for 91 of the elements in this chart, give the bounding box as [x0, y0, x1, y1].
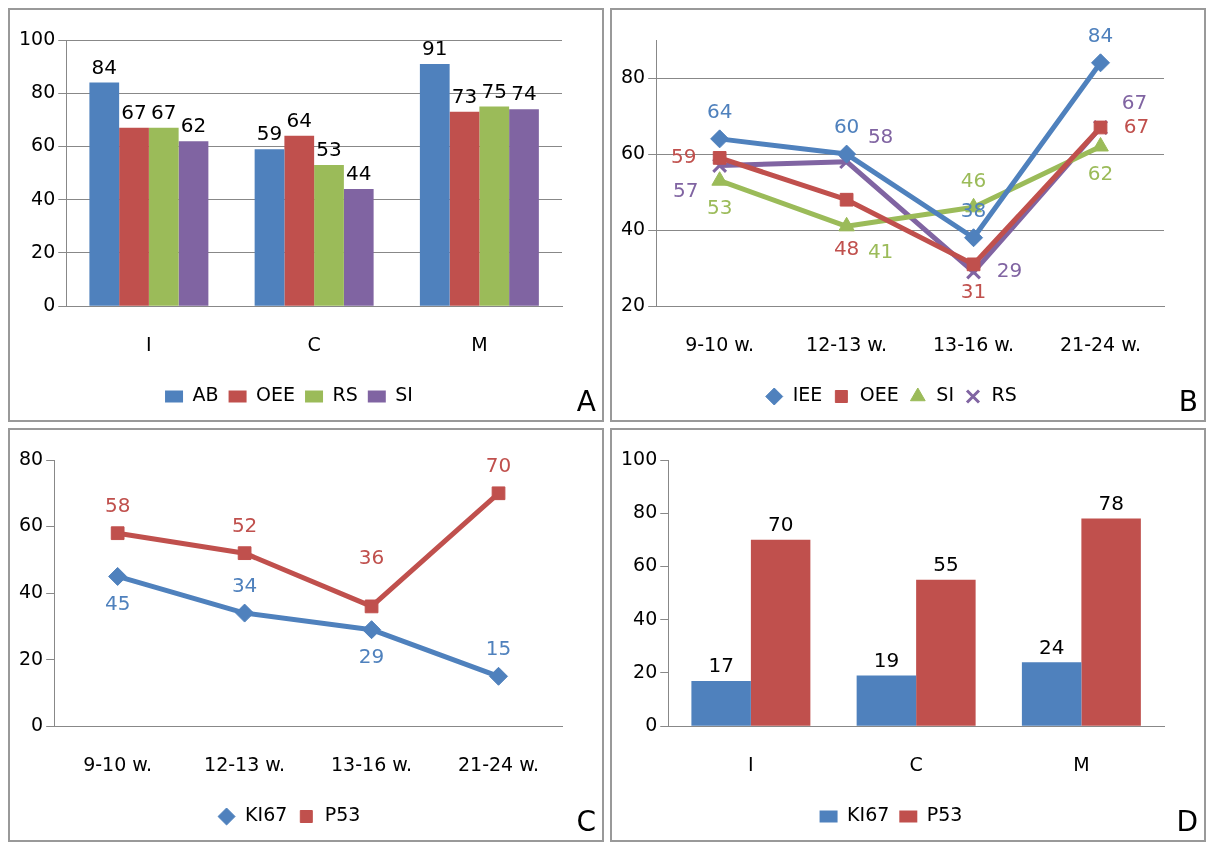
data-label: 15 [485, 636, 512, 661]
data-label: 17 [708, 653, 734, 678]
data-label: 62 [1087, 160, 1114, 185]
legend-label: KI67 [245, 803, 288, 826]
data-label: 34 [231, 573, 258, 598]
data-label: 64 [286, 108, 312, 133]
data-label: 84 [91, 54, 117, 79]
data-label: 84 [1087, 23, 1114, 48]
data-label: 31 [960, 278, 987, 303]
data-label: 73 [451, 84, 478, 109]
data-label: 53 [706, 194, 733, 219]
y-tick-label: 20 [18, 646, 44, 669]
x-tick-label: M [471, 332, 488, 355]
data-label: 19 [873, 647, 900, 672]
x-tick-label: 9-10 w. [685, 332, 755, 355]
data-label: 67 [1123, 113, 1150, 138]
x-tick-label: 21-24 w. [457, 752, 540, 775]
data-label: 60 [833, 114, 860, 139]
data-label: 70 [767, 512, 794, 537]
y-tick-label: 100 [19, 26, 56, 49]
y-tick-label: 20 [31, 239, 56, 262]
data-label: 58 [867, 123, 894, 148]
y-tick-label: 0 [645, 713, 658, 736]
data-label: 48 [833, 235, 860, 260]
data-label: 91 [422, 36, 448, 61]
x-tick-label: I [146, 332, 152, 355]
data-label: 46 [960, 167, 987, 192]
x-tick-label: C [307, 332, 321, 355]
y-tick-label: 60 [633, 553, 658, 576]
x-tick-label: I [748, 752, 754, 775]
data-label: 67 [1121, 89, 1148, 114]
legend-label: IEE [792, 383, 823, 406]
data-label: 44 [346, 161, 372, 186]
x-tick-label: C [909, 752, 923, 775]
y-tick-label: 60 [18, 513, 44, 536]
data-label: 58 [104, 493, 131, 518]
y-tick-label: 0 [43, 293, 56, 316]
x-tick-label: 13-16 w. [933, 332, 1015, 355]
data-label: 29 [996, 258, 1023, 283]
y-tick-label: 60 [620, 141, 646, 164]
text: A [576, 385, 596, 418]
legend-label: RS [332, 383, 358, 406]
data-label: 67 [121, 100, 147, 125]
legend-label: OEE [859, 383, 899, 406]
x-tick-label: 12-13 w. [204, 752, 286, 775]
text: B [1178, 385, 1198, 418]
legend-label: OEE [256, 383, 296, 406]
data-label: 41 [867, 238, 894, 263]
text: D [1176, 805, 1198, 838]
data-label: 57 [672, 177, 699, 202]
y-tick-label: 80 [633, 500, 658, 523]
data-label: 70 [485, 453, 512, 478]
data-label: 64 [706, 99, 733, 124]
legend-label: P53 [926, 803, 963, 826]
data-label: 67 [151, 100, 177, 125]
data-label: 52 [231, 513, 258, 538]
y-tick-label: 60 [31, 133, 56, 156]
data-label: 59 [256, 121, 283, 146]
y-tick-label: 0 [31, 713, 44, 736]
legend-label: SI [395, 383, 413, 406]
y-tick-label: 40 [31, 186, 56, 209]
data-label: 24 [1038, 634, 1065, 659]
y-tick-label: 20 [620, 293, 646, 316]
y-tick-label: 20 [633, 659, 658, 682]
legend-label: AB [192, 383, 219, 406]
data-label: 75 [481, 78, 507, 103]
x-tick-label: 13-16 w. [331, 752, 413, 775]
x-tick-label: 12-13 w. [806, 332, 888, 355]
data-label: 53 [316, 137, 342, 162]
legend-label: SI [936, 383, 954, 406]
data-label: 36 [358, 544, 385, 569]
text: C [576, 805, 596, 838]
y-tick-label: 80 [31, 80, 56, 103]
x-tick-label: 21-24 w. [1059, 332, 1142, 355]
data-label: 29 [358, 643, 385, 668]
y-tick-label: 40 [633, 606, 658, 629]
data-label: 62 [180, 113, 207, 138]
y-tick-label: 80 [18, 446, 44, 469]
y-tick-label: 40 [620, 217, 646, 240]
legend-label: KI67 [847, 803, 890, 826]
data-label: 78 [1098, 490, 1124, 515]
x-tick-label: M [1073, 752, 1090, 775]
y-tick-label: 100 [621, 446, 658, 469]
y-tick-label: 40 [18, 580, 44, 603]
data-label: 55 [933, 551, 959, 576]
y-tick-label: 80 [620, 64, 646, 87]
x-tick-label: 9-10 w. [83, 752, 153, 775]
legend-label: RS [991, 383, 1017, 406]
data-label: 45 [104, 590, 131, 615]
legend-label: P53 [324, 803, 361, 826]
data-label: 74 [511, 81, 537, 106]
